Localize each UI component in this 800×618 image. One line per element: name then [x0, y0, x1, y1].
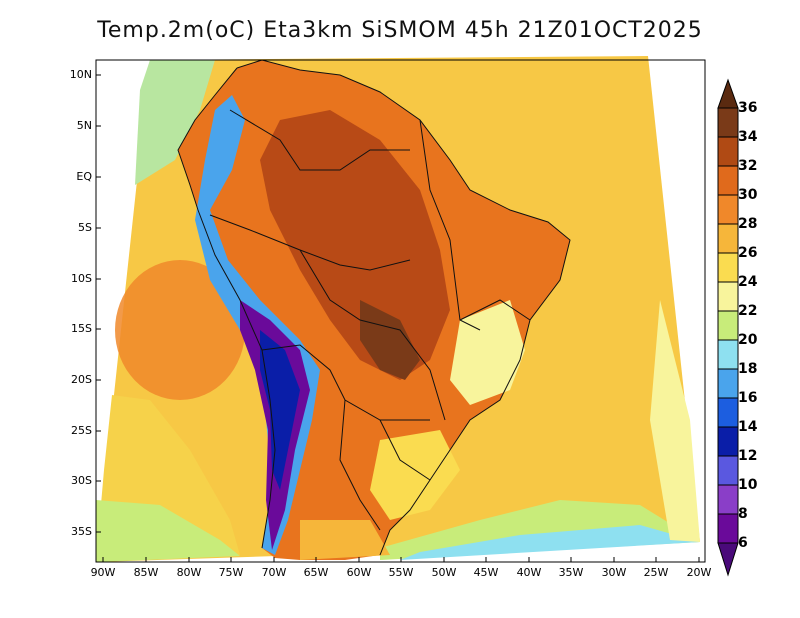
colorbar-32-34 — [717, 136, 739, 167]
colorbar — [717, 78, 739, 577]
map-title: Temp.2m(oC) Eta3km SiSMOM 45h 21Z01OCT20… — [97, 18, 703, 43]
colorbar-arrow-top — [717, 78, 739, 109]
colorbar-30-32 — [717, 165, 739, 196]
colorbar-label-6: 6 — [738, 535, 748, 551]
colorbar-label-36: 36 — [738, 100, 758, 116]
patagonia-cool — [300, 520, 390, 560]
hot-core-region — [260, 110, 450, 380]
ocean-band-south-pacific — [96, 500, 240, 562]
colorbar-14-16 — [717, 397, 739, 428]
lon-label-60w: 60W — [346, 566, 372, 579]
lat-label-10n: 10N — [69, 68, 92, 81]
lat-label-30s: 30S — [71, 474, 92, 487]
colorbar-arrow-bottom — [717, 542, 739, 577]
colorbar-label-34: 34 — [738, 129, 758, 145]
lat-label-25s: 25S — [71, 424, 92, 437]
ocean-band-east-atlantic — [650, 300, 700, 542]
lon-label-40w: 40W — [516, 566, 542, 579]
colorbar-label-32: 32 — [738, 158, 758, 174]
ocean-warm-pacific — [115, 260, 245, 400]
ocean-band-south-atlantic-cold — [400, 525, 700, 560]
map-frame — [95, 59, 706, 563]
colorbar-label-8: 8 — [738, 506, 748, 522]
ocean-band-north-pacific — [135, 60, 215, 185]
lat-label-5n: 5N — [76, 119, 92, 132]
lon-label-55w: 55W — [388, 566, 414, 579]
colorbar-18-20 — [717, 339, 739, 370]
lon-label-35w: 35W — [558, 566, 584, 579]
lat-label-15s: 15S — [71, 322, 92, 335]
colorbar-28-30 — [717, 194, 739, 225]
colorbar-label-24: 24 — [738, 274, 758, 290]
southern-brazil-mild — [370, 430, 460, 520]
lat-label-35s: 35S — [71, 525, 92, 538]
brazil-plateau-cool — [450, 300, 525, 405]
colorbar-8-10 — [717, 484, 739, 515]
colorbar-12-14 — [717, 426, 739, 457]
country-borders — [177, 59, 571, 556]
lat-label-eq: EQ — [76, 170, 92, 183]
lon-label-90w: 90W — [90, 566, 116, 579]
andes-deep-cold — [260, 330, 300, 490]
colorbar-24-26 — [717, 252, 739, 283]
colorbar-label-20: 20 — [738, 332, 758, 348]
lat-label-10s: 10S — [71, 272, 92, 285]
lat-label-5s: 5S — [78, 221, 92, 234]
lon-label-20w: 20W — [686, 566, 712, 579]
colorbar-20-22 — [717, 310, 739, 341]
lon-label-65w: 65W — [303, 566, 329, 579]
lon-label-50w: 50W — [431, 566, 457, 579]
lon-label-75w: 75W — [218, 566, 244, 579]
colorbar-6-8 — [717, 513, 739, 544]
colorbar-22-24 — [717, 281, 739, 312]
colorbar-label-30: 30 — [738, 187, 758, 203]
lon-label-85w: 85W — [133, 566, 159, 579]
colorbar-label-26: 26 — [738, 245, 758, 261]
colorbar-label-16: 16 — [738, 390, 758, 406]
lon-label-80w: 80W — [176, 566, 202, 579]
colorbar-label-22: 22 — [738, 303, 758, 319]
lon-label-70w: 70W — [261, 566, 287, 579]
lon-label-30w: 30W — [601, 566, 627, 579]
colorbar-label-10: 10 — [738, 477, 758, 493]
colorbar-34-36 — [717, 107, 739, 138]
axis-ticks — [96, 74, 700, 562]
colorbar-label-12: 12 — [738, 448, 758, 464]
lon-label-25w: 25W — [643, 566, 669, 579]
colorbar-label-28: 28 — [738, 216, 758, 232]
colorbar-16-18 — [717, 368, 739, 399]
colorbar-label-14: 14 — [738, 419, 758, 435]
lat-label-20s: 20S — [71, 373, 92, 386]
colorbar-label-18: 18 — [738, 361, 758, 377]
colorbar-26-28 — [717, 223, 739, 254]
lon-label-45w: 45W — [473, 566, 499, 579]
colorbar-10-12 — [717, 455, 739, 486]
hottest-spot — [360, 300, 420, 380]
